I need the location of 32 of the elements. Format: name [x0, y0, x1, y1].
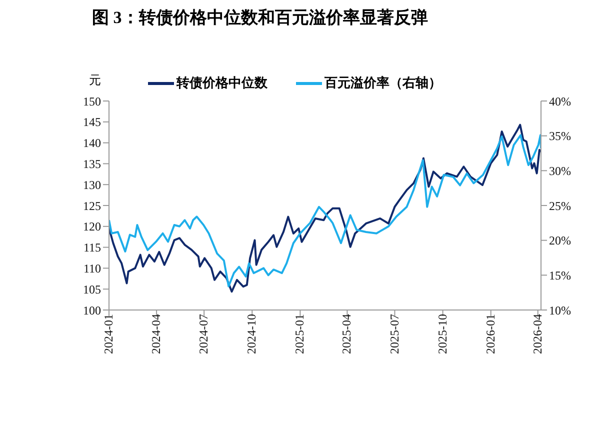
x-tick-label: 2025-04: [340, 314, 354, 354]
y2-tick-label: 15%: [549, 268, 571, 282]
y-axis-title: 元: [89, 72, 101, 89]
y2-tick-label: 10%: [549, 303, 571, 318]
y2-tick-label: 25%: [549, 198, 571, 213]
x-tick-label: 2024-07: [196, 314, 211, 354]
y-tick-label: 110: [83, 261, 101, 276]
x-tick-label: 2025-10: [435, 314, 450, 354]
y-tick-label: 135: [83, 156, 101, 171]
legend-label: 转债价格中位数: [176, 74, 268, 92]
chart-title: 图 3：转债价格中位数和百元溢价率显著反弹: [92, 7, 428, 29]
x-tick-label: 2026-04: [530, 314, 544, 354]
y2-tick-label: 20%: [549, 234, 571, 248]
x-tick-label: 2025-07: [387, 314, 402, 354]
x-tick-label: 2024-10: [244, 314, 259, 354]
x-tick-label: 2025-01: [292, 314, 307, 354]
y-tick-label: 105: [83, 282, 101, 296]
y-tick-label: 145: [83, 115, 101, 130]
y-tick-label: 140: [83, 136, 101, 150]
legend-label: 百元溢价率（右轴）: [324, 74, 442, 92]
y-tick-label: 125: [83, 198, 101, 213]
y2-tick-label: 35%: [549, 129, 571, 144]
y-tick-label: 115: [83, 240, 101, 255]
y2-tick-label: 30%: [549, 164, 571, 178]
y2-tick-label: 40%: [549, 94, 571, 108]
y-tick-label: 150: [83, 94, 101, 108]
y-tick-label: 130: [83, 178, 101, 192]
x-tick-label: 2024-01: [102, 314, 116, 354]
x-tick-label: 2026-01: [483, 314, 498, 354]
x-tick-label: 2024-04: [149, 314, 164, 354]
y-tick-label: 100: [83, 303, 101, 318]
y-tick-label: 120: [83, 220, 101, 234]
